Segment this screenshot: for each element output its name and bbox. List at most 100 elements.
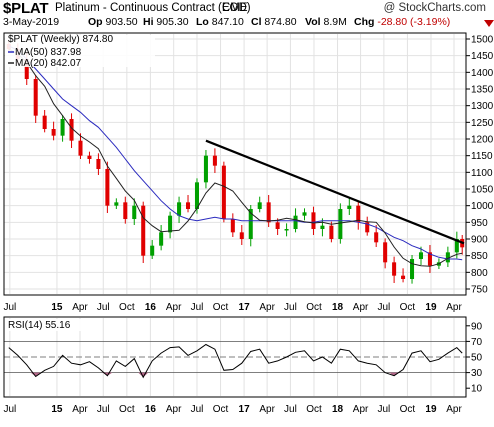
time-axis-label: 17 xyxy=(239,302,251,313)
price-axis-label: 1000 xyxy=(471,201,494,212)
time-axis-label: Apr xyxy=(166,404,182,415)
rsi-line xyxy=(8,343,463,379)
time-axis-label: Apr xyxy=(72,404,88,415)
candle-body xyxy=(33,79,38,116)
price-axis-label: 1400 xyxy=(471,68,494,79)
candle-body xyxy=(114,202,119,206)
candle-body xyxy=(302,212,307,216)
symbol-label: $PLAT xyxy=(3,0,49,17)
time-axis-label: 18 xyxy=(332,302,344,313)
candle-body xyxy=(275,222,280,229)
time-axis-label: Apr xyxy=(446,404,462,415)
exchange-label: CME xyxy=(222,2,248,14)
candle-body xyxy=(177,202,182,216)
trend-line xyxy=(205,139,465,245)
price-axis-label: 1200 xyxy=(471,135,494,146)
price-axis-label: 1050 xyxy=(471,185,494,196)
price-axis-label: 1350 xyxy=(471,85,494,96)
candle-body xyxy=(239,232,244,239)
price-axis-label: 1150 xyxy=(471,151,493,162)
candle-body xyxy=(266,202,271,223)
rsi-time-axis-labels: Jul 15 Apr Jul Oct 16 Apr Jul Oct 17 Apr Jul Oct 18 Ap… xyxy=(3,404,462,415)
candle-body xyxy=(338,209,343,239)
volume-quote: Vol 8.9M xyxy=(305,16,347,28)
time-axis-label: Jul xyxy=(377,302,390,313)
candle-body xyxy=(105,169,110,206)
price-legend: $PLAT (Weekly) 874.80 MA(50) 837.98 MA(2… xyxy=(5,34,155,69)
time-axis-label: Apr xyxy=(353,302,369,313)
rsi-axis-labels: 10 30 50 70 90 xyxy=(466,321,483,395)
time-axis-label: Apr xyxy=(353,404,369,415)
open-quote: Op 903.50 xyxy=(88,16,138,28)
legend-rsi-text: RSI(14) 55.16 xyxy=(8,320,71,331)
watermark-label: @ StockCharts.com xyxy=(383,2,486,14)
time-axis-label: Oct xyxy=(400,302,416,313)
time-axis-label: Oct xyxy=(213,404,229,415)
candle-body xyxy=(445,252,450,263)
candle-body xyxy=(60,119,65,136)
time-axis-label: 19 xyxy=(425,302,437,313)
time-axis-label: 16 xyxy=(145,302,157,313)
candle-body xyxy=(186,202,191,209)
price-axis-label: 950 xyxy=(471,218,488,229)
candle-body xyxy=(410,259,415,279)
candle-body xyxy=(248,209,253,239)
legend-ma50-text: MA(50) 837.98 xyxy=(15,47,82,58)
candle-body xyxy=(123,202,128,219)
candle-body xyxy=(347,205,352,209)
legend-symbol-text: $PLAT (Weekly) 874.80 xyxy=(8,34,113,45)
time-axis-label: Apr xyxy=(259,404,275,415)
candle-body xyxy=(392,262,397,276)
time-axis-label: Jul xyxy=(191,404,204,415)
candle-body xyxy=(311,212,316,229)
rsi-axis-label: 50 xyxy=(471,353,483,364)
time-axis-label: Oct xyxy=(306,302,322,313)
price-axis-label: 750 xyxy=(471,285,488,296)
description-label: Platinum - Continuous Contract (EOD) xyxy=(55,2,251,14)
close-quote: Cl 874.80 xyxy=(251,16,297,28)
candle-body xyxy=(194,182,199,209)
candle-body xyxy=(230,219,235,233)
rsi-axis-label: 30 xyxy=(471,368,483,379)
time-axis-label: 15 xyxy=(51,404,63,415)
time-axis-label: Jul xyxy=(3,404,16,415)
price-time-axis-labels: Jul 15 Apr Jul Oct 16 Apr Jul Oct 17 Apr Jul Oct 18 Ap… xyxy=(3,302,462,313)
price-axis-label: 1500 xyxy=(471,35,494,46)
time-axis-label: Apr xyxy=(259,302,275,313)
price-axis-label: 900 xyxy=(471,235,488,246)
candle-body xyxy=(427,252,432,266)
change-quote: Chg -28.80 (-3.19%) xyxy=(354,16,451,28)
time-axis-label: Jul xyxy=(3,302,16,313)
time-axis-label: Jul xyxy=(284,302,297,313)
candle-body xyxy=(159,232,164,246)
candle-body xyxy=(141,205,146,256)
candle-body xyxy=(132,205,137,219)
rsi-oversold-fill xyxy=(30,372,400,378)
candle-body xyxy=(320,225,325,229)
candle-body xyxy=(257,202,262,209)
candle-body xyxy=(87,155,92,159)
candle-body xyxy=(96,159,101,169)
time-axis-label: Oct xyxy=(400,404,416,415)
candle-body xyxy=(203,155,208,183)
time-axis-label: Jul xyxy=(377,404,390,415)
candle-body xyxy=(42,115,47,129)
candle-body xyxy=(221,165,226,219)
rsi-legend: RSI(14) 55.16 xyxy=(5,319,95,331)
candle-body xyxy=(168,215,173,233)
time-axis-label: Apr xyxy=(446,302,462,313)
rsi-oversold-area xyxy=(138,372,149,378)
rsi-axis-label: 10 xyxy=(471,384,483,395)
candle-body xyxy=(51,129,56,136)
price-axis-label: 800 xyxy=(471,268,488,279)
time-axis-label: Oct xyxy=(213,302,229,313)
candle-body xyxy=(418,252,424,259)
high-quote: Hi 905.30 xyxy=(143,16,189,28)
time-axis-label: Jul xyxy=(191,302,204,313)
candle-body xyxy=(293,215,298,229)
time-axis-label: 16 xyxy=(145,404,157,415)
time-axis-label: 17 xyxy=(239,404,251,415)
candle-body xyxy=(150,245,155,256)
candle-body xyxy=(24,59,29,79)
candle-body xyxy=(383,242,388,263)
